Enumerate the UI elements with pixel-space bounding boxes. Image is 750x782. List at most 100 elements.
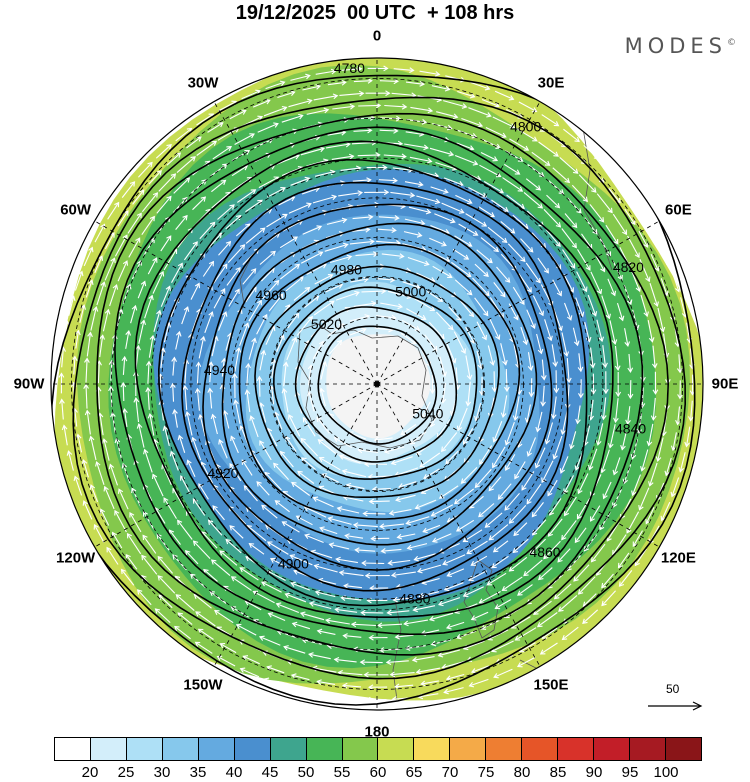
colorbar-swatch — [342, 738, 379, 760]
wind-arrow — [536, 333, 544, 355]
wind-arrow — [175, 214, 188, 230]
colorbar-tick-label: 60 — [369, 764, 387, 781]
wind-arrow — [508, 505, 527, 524]
wind-arrow — [517, 584, 533, 596]
wind-arrow — [184, 411, 193, 436]
wind-arrow — [445, 342, 457, 364]
wind-arrow — [290, 673, 310, 681]
wind-arrow — [214, 610, 234, 624]
wind-arrow — [142, 534, 157, 554]
wind-arrow — [627, 235, 640, 259]
contour-label: 4800 — [510, 119, 541, 135]
wind-arrow — [229, 463, 242, 482]
reference-vector — [648, 701, 703, 711]
colorbar-swatch — [450, 738, 487, 760]
wind-arrow — [526, 483, 542, 505]
wind-arrow — [635, 203, 648, 222]
wind-arrow — [239, 567, 259, 581]
wind-arrow — [437, 597, 461, 607]
meridian — [376, 220, 660, 385]
wind-arrow — [233, 399, 241, 424]
wind-arrow — [359, 659, 383, 666]
wind-arrow — [561, 332, 570, 357]
wind-arrow — [302, 225, 323, 235]
wind-arrow — [365, 90, 391, 97]
wind-arrow — [491, 555, 509, 569]
wind-arrow — [230, 435, 239, 454]
wind-arrow — [324, 242, 349, 252]
wind-arrow — [564, 496, 577, 517]
contour-label: 5020 — [311, 316, 342, 332]
wind-arrow — [613, 398, 619, 424]
wind-arrow — [268, 293, 284, 312]
wind-arrow — [314, 589, 336, 598]
wind-arrow — [156, 195, 172, 214]
wind-arrow — [212, 263, 228, 285]
wind-arrow — [300, 251, 324, 264]
wind-arrow — [640, 294, 649, 318]
wind-arrow — [256, 313, 268, 335]
wind-arrow — [297, 470, 315, 484]
colorbar-swatch — [594, 738, 630, 760]
wind-arrow — [409, 156, 433, 164]
wind-arrow — [562, 249, 576, 269]
latitude-circle — [161, 168, 593, 600]
wind-arrow — [279, 450, 294, 468]
wind-arrow — [274, 500, 290, 513]
wind-arrow — [84, 357, 90, 383]
wind-arrow — [293, 286, 311, 301]
wind-arrow — [571, 184, 589, 203]
wind-arrow — [120, 381, 127, 402]
wind-arrow — [634, 548, 647, 567]
wind-arrow — [408, 206, 432, 215]
wind-arrow — [559, 156, 579, 174]
wind-arrow — [470, 555, 488, 566]
wind-arrow — [576, 497, 591, 520]
wind-arrow — [89, 484, 99, 503]
wind-arrow — [82, 500, 93, 520]
wind-arrow — [518, 101, 538, 113]
colorbar-swatch — [378, 738, 415, 760]
wind-arrow — [313, 691, 335, 698]
wind-arrow — [114, 509, 127, 533]
wind-arrow — [367, 65, 389, 72]
coastline — [297, 323, 433, 449]
wind-arrow — [335, 556, 358, 564]
wind-arrow — [198, 335, 206, 359]
wind-arrow — [261, 504, 278, 519]
wind-arrow — [453, 331, 466, 355]
wind-arrow — [599, 238, 612, 258]
wind-arrow — [631, 474, 642, 497]
wind-arrow — [343, 583, 363, 589]
wind-arrow — [336, 506, 360, 514]
wind-arrow — [379, 128, 399, 134]
wind-arrow — [383, 153, 407, 160]
wind-arrow — [468, 107, 492, 118]
wind-arrow — [416, 564, 442, 574]
wind-arrow — [127, 212, 142, 234]
wind-arrow — [160, 285, 171, 307]
wind-arrow — [670, 477, 680, 498]
wind-arrow — [313, 300, 335, 316]
wind-arrow — [157, 555, 174, 574]
wind-arrow — [198, 413, 206, 437]
wind-arrow — [234, 133, 255, 145]
wind-arrow — [204, 311, 214, 333]
wind-arrow — [649, 225, 661, 245]
wind-arrow — [192, 196, 207, 211]
wind-arrow — [396, 533, 416, 540]
wind-arrow — [104, 257, 116, 281]
wind-arrow — [451, 261, 472, 278]
wind-arrow — [612, 261, 623, 281]
wind-arrow — [545, 228, 561, 248]
wind-arrow — [563, 128, 580, 143]
wind-arrow — [516, 127, 538, 142]
wind-arrow — [456, 407, 468, 432]
wind-arrow — [166, 152, 182, 166]
wind-arrow — [486, 572, 507, 586]
contour-label: 4840 — [615, 421, 646, 437]
contour-label: 5000 — [395, 284, 426, 300]
wind-arrow — [269, 557, 287, 568]
meridian — [376, 383, 660, 548]
wind-arrow — [589, 347, 596, 369]
